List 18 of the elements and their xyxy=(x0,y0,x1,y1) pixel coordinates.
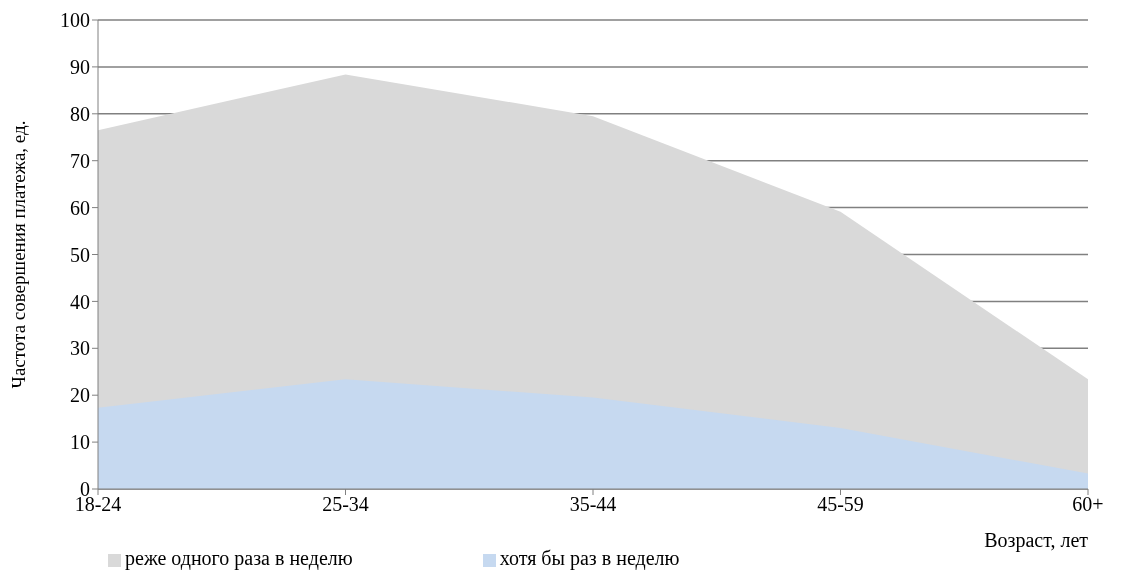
y-tick-label: 70 xyxy=(70,149,90,172)
legend-label: реже одного раза в неделю xyxy=(125,547,353,569)
x-tick-label: 25-34 xyxy=(322,493,369,516)
y-tick-label: 30 xyxy=(70,337,90,360)
y-axis-title: Частота совершения платежа, ед. xyxy=(7,120,29,389)
y-tick-label: 20 xyxy=(70,384,90,407)
y-tick-label: 10 xyxy=(70,431,90,454)
y-tick-label: 60 xyxy=(70,196,90,219)
x-tick-label: 45-59 xyxy=(817,493,864,516)
y-tick-label: 90 xyxy=(70,56,90,78)
x-tick-label: 35-44 xyxy=(569,493,617,516)
y-tick-label: 80 xyxy=(70,102,90,125)
y-tick-label: 40 xyxy=(70,290,90,313)
x-tick-label: 60+ xyxy=(1072,493,1104,516)
x-axis-title: Возраст, лет xyxy=(984,529,1089,552)
y-tick-label: 100 xyxy=(60,9,90,32)
legend-label: хотя бы раз в неделю xyxy=(499,547,680,569)
y-tick-label: 50 xyxy=(70,243,90,266)
